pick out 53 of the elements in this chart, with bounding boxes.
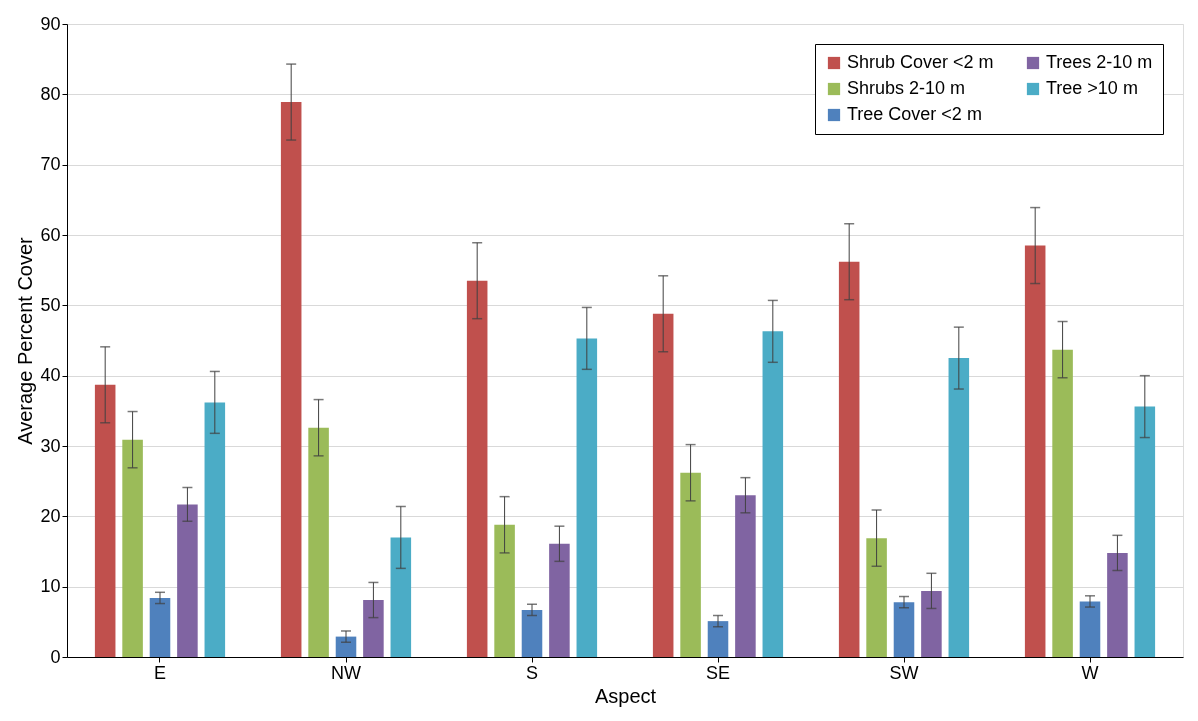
bar xyxy=(680,472,701,657)
bar xyxy=(494,524,515,657)
bar xyxy=(466,280,488,657)
bar xyxy=(576,338,598,657)
x-tick-label: NW xyxy=(331,662,361,683)
bar xyxy=(280,102,302,657)
legend-label: Shrub Cover <2 m xyxy=(847,52,994,72)
bar xyxy=(149,597,171,657)
x-tick-label: E xyxy=(153,662,167,683)
y-tick-label: 70 xyxy=(40,154,61,175)
y-tick-label: 40 xyxy=(40,365,61,386)
bar xyxy=(893,602,915,657)
legend-label: Shrubs 2-10 m xyxy=(847,78,966,98)
y-tick-label: 50 xyxy=(40,294,61,315)
y-tick-label: 60 xyxy=(40,224,61,245)
legend-label: Tree >10 m xyxy=(1046,78,1138,98)
bar xyxy=(1107,552,1128,657)
bar xyxy=(122,439,143,657)
bar xyxy=(948,358,970,657)
bar xyxy=(94,384,116,657)
bar xyxy=(549,543,570,657)
bar xyxy=(1079,601,1101,657)
bar xyxy=(1024,245,1046,657)
bar xyxy=(838,261,860,657)
bar xyxy=(363,600,384,657)
x-axis-title: Aspect xyxy=(594,684,657,707)
y-tick-label: 10 xyxy=(40,576,61,597)
bar xyxy=(308,427,329,657)
legend-label: Tree Cover <2 m xyxy=(847,104,982,124)
y-tick-label: 0 xyxy=(50,646,61,667)
x-tick-label: W xyxy=(1081,662,1099,683)
x-tick-label: S xyxy=(525,662,539,683)
bar xyxy=(521,609,543,657)
y-tick-label: 20 xyxy=(40,505,61,526)
bar xyxy=(390,537,412,657)
y-tick-label: 80 xyxy=(40,83,61,104)
y-axis-title: Average Percent Cover xyxy=(14,236,37,445)
bar xyxy=(762,331,784,657)
bar xyxy=(921,590,942,657)
bar xyxy=(866,538,887,657)
x-tick-label: SW xyxy=(889,662,919,683)
bar xyxy=(707,621,729,657)
bar xyxy=(335,636,357,657)
y-tick-label: 30 xyxy=(40,435,61,456)
bar xyxy=(177,504,198,657)
bar xyxy=(652,313,674,657)
bar xyxy=(735,495,756,657)
bar xyxy=(1052,349,1073,657)
legend-label: Trees 2-10 m xyxy=(1046,52,1153,72)
y-tick-label: 90 xyxy=(40,13,61,34)
bar xyxy=(204,402,226,657)
bar xyxy=(1134,406,1156,657)
x-tick-label: SE xyxy=(705,662,731,683)
